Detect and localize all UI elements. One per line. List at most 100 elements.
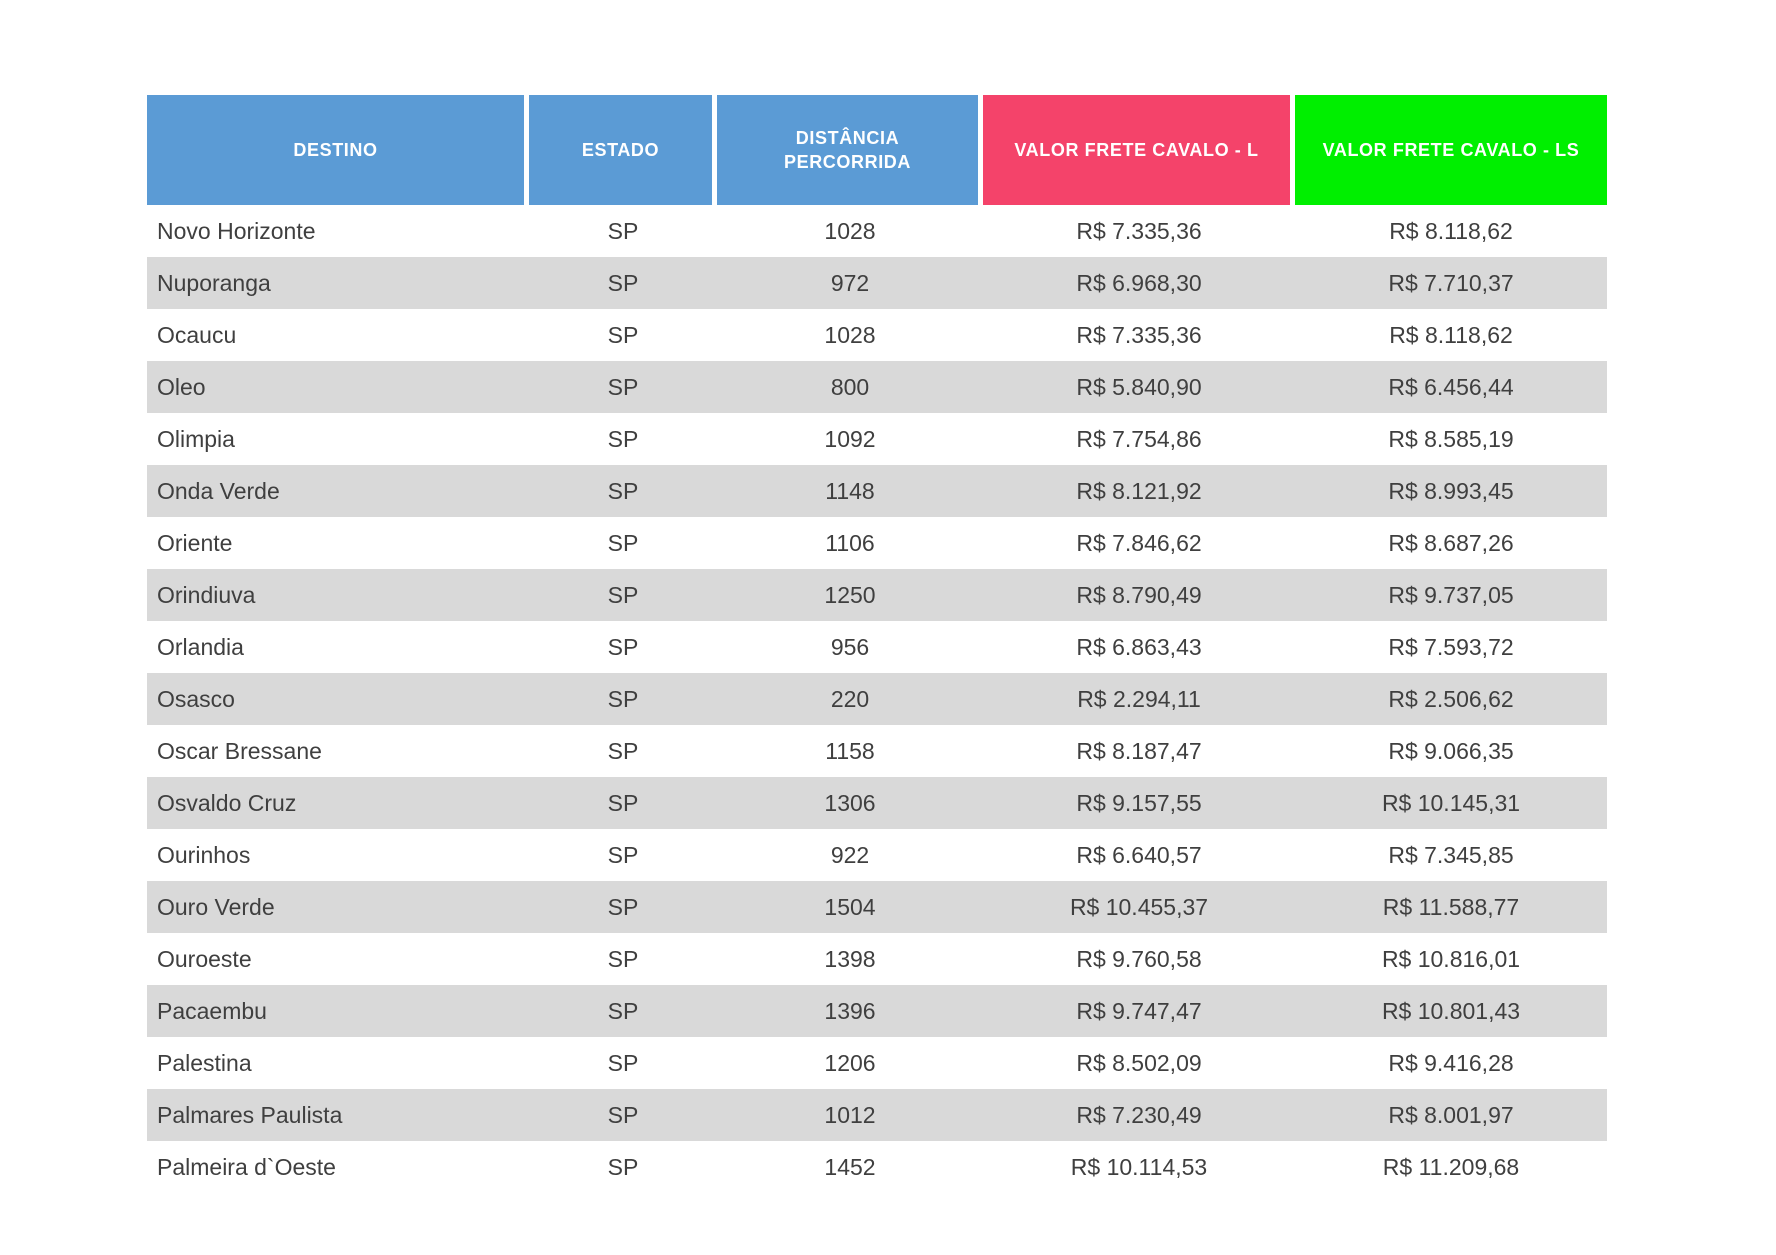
cell-valor-frete-ls: R$ 6.456,44 bbox=[1388, 373, 1514, 400]
cell-valor-frete-l: R$ 8.187,47 bbox=[1076, 737, 1202, 764]
cell-distancia: 972 bbox=[830, 269, 870, 296]
cell-valor-frete-l: R$ 7.335,36 bbox=[1076, 217, 1202, 244]
table-header-row: DESTINO ESTADO DISTÂNCIA PERCORRIDA VALOR F… bbox=[147, 95, 1607, 205]
table-row: Ourinhos SP 922 R$ 6.640,57 R$ 7.345,85 bbox=[147, 829, 1607, 881]
table-row: Palestina SP 1206 R$ 8.502,09 R$ 9.416,28 bbox=[147, 1037, 1607, 1089]
table-row: Onda Verde SP 1148 R$ 8.121,92 R$ 8.993,45 bbox=[147, 465, 1607, 517]
table-row: Ouro Verde SP 1504 R$ 10.455,37 R$ 11.588,77 bbox=[147, 881, 1607, 933]
table-row: Nuporanga SP 972 R$ 6.968,30 R$ 7.710,37 bbox=[147, 257, 1607, 309]
table-row: Novo Horizonte SP 1028 R$ 7.335,36 R$ 8.118,… bbox=[147, 205, 1607, 257]
cell-valor-frete-l: R$ 6.968,30 bbox=[1076, 269, 1202, 296]
cell-distancia: 1158 bbox=[825, 737, 875, 764]
cell-valor-frete-ls: R$ 10.801,43 bbox=[1381, 997, 1521, 1024]
cell-distancia: 1028 bbox=[824, 217, 876, 244]
cell-valor-frete-ls: R$ 9.737,05 bbox=[1388, 581, 1514, 608]
table-body: Novo Horizonte SP 1028 R$ 7.335,36 R$ 8.118,… bbox=[147, 205, 1607, 1193]
cell-valor-frete-ls: R$ 11.209,68 bbox=[1382, 1153, 1520, 1180]
column-header-dist-ncia-percorrida: DISTÂNCIA PERCORRIDA bbox=[717, 95, 978, 205]
cell-distancia: 922 bbox=[830, 841, 870, 868]
cell-valor-frete-l: R$ 5.840,90 bbox=[1076, 373, 1202, 400]
cell-distancia: 1398 bbox=[824, 945, 876, 972]
cell-valor-frete-ls: R$ 8.585,19 bbox=[1388, 425, 1514, 452]
table-row: Oleo SP 800 R$ 5.840,90 R$ 6.456,44 bbox=[147, 361, 1607, 413]
cell-estado: SP bbox=[607, 633, 639, 660]
cell-valor-frete-ls: R$ 10.816,01 bbox=[1381, 945, 1521, 972]
cell-valor-frete-l: R$ 7.335,36 bbox=[1076, 321, 1202, 348]
cell-valor-frete-ls: R$ 8.687,26 bbox=[1388, 529, 1514, 556]
cell-destino: Pacaembu bbox=[157, 997, 267, 1024]
cell-estado: SP bbox=[607, 581, 639, 608]
cell-valor-frete-l: R$ 2.294,11 bbox=[1077, 685, 1201, 712]
cell-estado: SP bbox=[607, 841, 639, 868]
table-row: Olimpia SP 1092 R$ 7.754,86 R$ 8.585,19 bbox=[147, 413, 1607, 465]
cell-estado: SP bbox=[607, 217, 639, 244]
cell-estado: SP bbox=[607, 685, 639, 712]
table-row: Palmares Paulista SP 1012 R$ 7.230,49 R$ 8.0… bbox=[147, 1089, 1607, 1141]
cell-valor-frete-l: R$ 6.863,43 bbox=[1076, 633, 1202, 660]
cell-destino: Olimpia bbox=[157, 425, 235, 452]
cell-destino: Palestina bbox=[157, 1049, 252, 1076]
freight-table: DESTINO ESTADO DISTÂNCIA PERCORRIDA VALOR F… bbox=[147, 95, 1607, 1193]
cell-destino: Orlandia bbox=[157, 633, 244, 660]
cell-destino: Ouroeste bbox=[157, 945, 252, 972]
cell-estado: SP bbox=[607, 477, 639, 504]
cell-distancia: 1012 bbox=[824, 1101, 876, 1128]
column-header-estado: ESTADO bbox=[529, 95, 712, 205]
cell-valor-frete-l: R$ 9.747,47 bbox=[1076, 997, 1202, 1024]
cell-valor-frete-ls: R$ 7.710,37 bbox=[1388, 269, 1514, 296]
cell-estado: SP bbox=[607, 997, 639, 1024]
cell-destino: Nuporanga bbox=[157, 269, 271, 296]
cell-valor-frete-l: R$ 7.754,86 bbox=[1076, 425, 1202, 452]
cell-valor-frete-l: R$ 10.114,53 bbox=[1070, 1153, 1208, 1180]
cell-valor-frete-l: R$ 9.157,55 bbox=[1076, 789, 1202, 816]
cell-valor-frete-ls: R$ 7.345,85 bbox=[1388, 841, 1514, 868]
cell-distancia: 1106 bbox=[825, 529, 875, 556]
table-row: Orlandia SP 956 R$ 6.863,43 R$ 7.593,72 bbox=[147, 621, 1607, 673]
cell-distancia: 1396 bbox=[824, 997, 876, 1024]
cell-distancia: 956 bbox=[830, 633, 870, 660]
cell-valor-frete-ls: R$ 10.145,31 bbox=[1381, 789, 1521, 816]
column-header-valor-frete-cavalo-l: VALOR FRETE CAVALO - L bbox=[983, 95, 1290, 205]
cell-valor-frete-l: R$ 7.230,49 bbox=[1076, 1101, 1202, 1128]
cell-estado: SP bbox=[607, 1101, 639, 1128]
cell-valor-frete-l: R$ 10.455,37 bbox=[1069, 893, 1209, 920]
cell-destino: Ourinhos bbox=[157, 841, 251, 868]
cell-valor-frete-l: R$ 9.760,58 bbox=[1076, 945, 1202, 972]
cell-distancia: 1452 bbox=[824, 1153, 876, 1180]
cell-distancia: 800 bbox=[830, 373, 870, 400]
cell-estado: SP bbox=[607, 321, 639, 348]
cell-distancia: 1092 bbox=[824, 425, 876, 452]
cell-valor-frete-l: R$ 8.502,09 bbox=[1076, 1049, 1202, 1076]
cell-distancia: 1206 bbox=[824, 1049, 876, 1076]
cell-estado: SP bbox=[607, 425, 639, 452]
table-row: Ouroeste SP 1398 R$ 9.760,58 R$ 10.816,01 bbox=[147, 933, 1607, 985]
cell-estado: SP bbox=[607, 893, 639, 920]
cell-valor-frete-l: R$ 6.640,57 bbox=[1076, 841, 1202, 868]
cell-distancia: 220 bbox=[830, 685, 870, 712]
cell-destino: Ouro Verde bbox=[157, 893, 275, 920]
cell-estado: SP bbox=[607, 789, 639, 816]
table-row: Osasco SP 220 R$ 2.294,11 R$ 2.506,62 bbox=[147, 673, 1607, 725]
cell-valor-frete-ls: R$ 11.588,77 bbox=[1382, 893, 1520, 920]
cell-valor-frete-ls: R$ 9.416,28 bbox=[1388, 1049, 1514, 1076]
column-header-destino: DESTINO bbox=[147, 95, 524, 205]
cell-destino: Osasco bbox=[157, 685, 235, 712]
cell-destino: Novo Horizonte bbox=[157, 217, 316, 244]
cell-distancia: 1148 bbox=[825, 477, 875, 504]
cell-destino: Onda Verde bbox=[157, 477, 280, 504]
table-row: Pacaembu SP 1396 R$ 9.747,47 R$ 10.801,43 bbox=[147, 985, 1607, 1037]
cell-valor-frete-ls: R$ 2.506,62 bbox=[1388, 685, 1514, 712]
cell-destino: Orindiuva bbox=[157, 581, 256, 608]
cell-destino: Palmeira d`Oeste bbox=[157, 1153, 336, 1180]
cell-estado: SP bbox=[607, 1049, 639, 1076]
cell-valor-frete-l: R$ 7.846,62 bbox=[1076, 529, 1202, 556]
cell-distancia: 1028 bbox=[824, 321, 876, 348]
cell-estado: SP bbox=[607, 1153, 639, 1180]
cell-destino: Oriente bbox=[157, 529, 233, 556]
cell-valor-frete-l: R$ 8.121,92 bbox=[1076, 477, 1202, 504]
cell-destino: Ocaucu bbox=[157, 321, 237, 348]
cell-destino: Osvaldo Cruz bbox=[157, 789, 297, 816]
cell-valor-frete-ls: R$ 9.066,35 bbox=[1388, 737, 1514, 764]
column-header-valor-frete-cavalo-ls: VALOR FRETE CAVALO - LS bbox=[1295, 95, 1607, 205]
cell-distancia: 1306 bbox=[824, 789, 876, 816]
